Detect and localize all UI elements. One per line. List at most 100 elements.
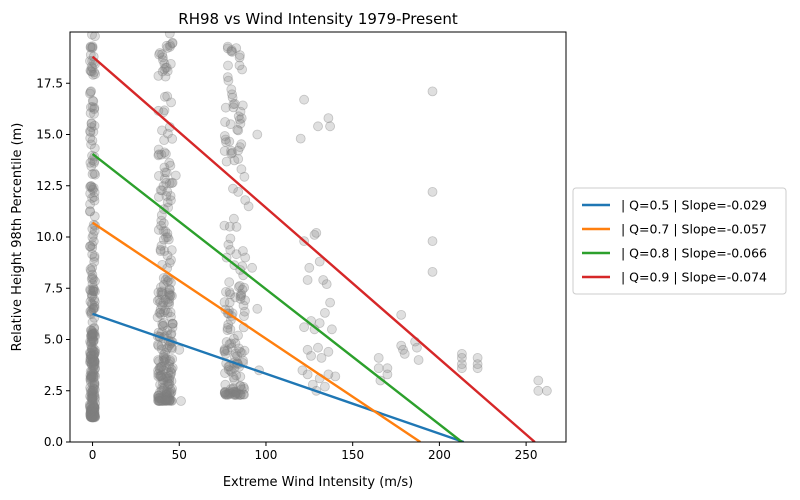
data-point (236, 290, 247, 301)
data-point (154, 396, 165, 406)
data-point (153, 368, 164, 379)
data-point (153, 71, 164, 81)
regression-line (91, 55, 536, 442)
data-point (157, 393, 168, 404)
data-point (87, 392, 97, 403)
data-point (89, 284, 99, 295)
data-point (87, 410, 98, 421)
data-point (88, 391, 99, 402)
regression-line (91, 221, 421, 442)
data-point (87, 405, 98, 416)
data-point (225, 389, 236, 400)
y-tick-label: 17.5 (36, 76, 63, 90)
data-point (154, 49, 165, 60)
data-point (87, 396, 98, 407)
data-point (86, 336, 97, 347)
data-point (89, 355, 100, 366)
data-point (167, 318, 178, 329)
data-point (224, 136, 235, 147)
data-point (236, 113, 247, 123)
data-point (323, 369, 334, 380)
data-point (85, 133, 96, 144)
data-point (85, 357, 95, 368)
data-point (87, 356, 98, 367)
data-point (87, 41, 98, 52)
data-point (161, 388, 172, 399)
data-point (85, 206, 95, 217)
data-point (239, 171, 250, 182)
data-point (220, 389, 231, 400)
data-point (87, 285, 98, 296)
data-point (86, 337, 96, 348)
data-point (159, 317, 169, 328)
data-point (88, 328, 99, 339)
data-point (164, 362, 175, 372)
data-point (86, 66, 96, 77)
data-point (228, 99, 239, 110)
data-point (87, 269, 98, 280)
data-point (234, 52, 245, 63)
data-point (165, 59, 176, 69)
data-point (165, 395, 175, 405)
data-point (160, 294, 171, 305)
data-point (86, 388, 96, 399)
data-point (88, 274, 99, 285)
data-point (153, 224, 164, 235)
data-point (427, 86, 438, 97)
data-point (166, 395, 177, 406)
data-point (87, 366, 97, 377)
data-point (154, 363, 165, 374)
data-point (155, 307, 166, 318)
data-point (85, 354, 96, 365)
data-point (86, 403, 97, 414)
data-point (85, 42, 96, 53)
data-point (155, 304, 166, 315)
data-point (156, 396, 167, 406)
data-point (87, 352, 97, 363)
data-point (86, 340, 96, 350)
data-point (88, 96, 99, 107)
data-point (89, 225, 100, 236)
data-point (235, 389, 246, 400)
data-point (89, 402, 100, 413)
data-point (456, 348, 467, 359)
data-point (89, 211, 100, 222)
data-point (233, 282, 244, 292)
data-point (89, 390, 100, 401)
data-point (306, 350, 317, 361)
data-point (228, 372, 239, 383)
data-point (295, 133, 306, 144)
data-point (160, 167, 171, 178)
x-axis-ticks: 0 50 100 150 200 250 (89, 442, 538, 462)
data-point (228, 102, 239, 113)
data-point (89, 251, 100, 262)
data-point (238, 389, 249, 400)
data-point (89, 402, 100, 413)
data-point (85, 87, 96, 97)
data-point (157, 300, 168, 311)
data-point (165, 366, 176, 377)
data-point (166, 342, 177, 353)
data-point (316, 352, 327, 363)
data-point (86, 406, 96, 417)
data-point (89, 349, 100, 360)
data-point (85, 410, 96, 421)
data-point (233, 186, 244, 197)
data-point (87, 182, 97, 193)
data-point (319, 307, 330, 318)
data-point (154, 48, 165, 58)
data-point (87, 290, 98, 301)
y-tick-label: 12.5 (36, 179, 63, 193)
data-point (90, 347, 100, 358)
data-point (89, 357, 100, 368)
data-point (88, 371, 99, 382)
data-point (411, 342, 422, 353)
data-point (227, 89, 237, 100)
data-point (170, 170, 181, 181)
data-point (85, 108, 96, 118)
data-point (231, 370, 242, 381)
y-tick-label: 15.0 (36, 128, 63, 142)
data-point (219, 387, 230, 398)
data-point (89, 252, 100, 263)
data-point (154, 294, 165, 305)
